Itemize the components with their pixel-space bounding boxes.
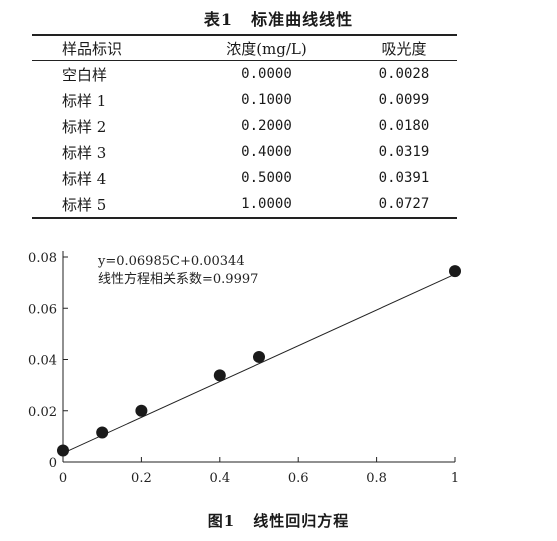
y-tick-label: 0.02 [28, 405, 57, 420]
figure-number: 图1 [207, 512, 236, 530]
table-row: 标样 2 0.2000 0.0180 [32, 113, 457, 139]
cell-concentration: 1.0000 [182, 191, 351, 219]
regression-chart: 0 0.2 0.4 0.6 0.8 1 0 0.02 0.04 0.06 0.08 y=0.06985… [28, 251, 461, 486]
cell-sample-id: 标样 5 [32, 191, 182, 219]
table-row: 标样 3 0.4000 0.0319 [32, 139, 457, 165]
data-point [213, 369, 226, 382]
table-header-row: 样品标识 浓度(mg/L) 吸光度 [32, 35, 457, 61]
data-point [135, 404, 148, 417]
cell-sample-id: 标样 3 [62, 143, 107, 162]
cell-concentration: 0.0000 [241, 66, 292, 82]
x-tick-label: 0.4 [209, 471, 230, 486]
cell-sample-id: 标样 4 [62, 169, 107, 188]
header-concentration: 浓度(mg/L) [182, 35, 351, 61]
cell-concentration: 0.4000 [241, 144, 292, 160]
cell-concentration: 0.2000 [241, 118, 292, 134]
header-absorbance: 吸光度 [350, 35, 457, 61]
cell-sample-id: 标样 1 [62, 91, 107, 110]
equation-annotation: 线性方程相关系数=0.9997 [98, 271, 258, 287]
x-tick-label: 1 [451, 471, 459, 486]
table-row: 空白样 0.0000 0.0028 [32, 61, 457, 88]
fit-line [62, 273, 456, 454]
header-sample-id: 样品标识 [32, 35, 182, 61]
y-tick-label: 0.04 [28, 354, 57, 369]
x-tick-label: 0 [59, 471, 67, 486]
x-tick-label: 0.6 [288, 471, 309, 486]
figure-caption: 图1 线性回归方程 [0, 510, 557, 531]
cell-absorbance: 0.0099 [378, 92, 430, 108]
table-row: 标样 4 0.5000 0.0391 [32, 165, 457, 191]
cell-absorbance: 0.0180 [378, 118, 430, 134]
x-tick-label: 0.2 [131, 471, 152, 486]
table-number: 表1 [203, 10, 234, 29]
equation-annotation: y=0.06985C+0.00344 [97, 254, 245, 269]
figure-caption-text: 线性回归方程 [253, 512, 350, 530]
cell-sample-id: 标样 2 [62, 117, 107, 136]
data-point [449, 265, 461, 278]
data-point [57, 444, 69, 457]
cell-sample-id: 空白样 [62, 65, 108, 84]
cell-absorbance: 0.0319 [378, 144, 430, 160]
data-point [96, 426, 109, 439]
y-tick-label: 0.06 [28, 302, 57, 317]
standard-curve-table: 样品标识 浓度(mg/L) 吸光度 空白样 0.0000 0.0028 标样 1… [32, 34, 457, 219]
y-tick-label: 0.08 [28, 251, 57, 266]
cell-concentration: 0.5000 [241, 170, 292, 186]
table-row: 标样 1 0.1000 0.0099 [32, 87, 457, 113]
table-title-text: 标准曲线线性 [251, 10, 354, 29]
cell-concentration: 0.1000 [241, 92, 292, 108]
cell-absorbance: 0.0391 [378, 170, 430, 186]
table-row: 标样 5 1.0000 0.0727 [32, 191, 457, 219]
y-tick-label: 0 [49, 456, 57, 471]
x-tick-label: 0.8 [366, 471, 387, 486]
data-point [253, 350, 265, 363]
cell-absorbance: 0.0028 [378, 66, 430, 82]
cell-absorbance: 0.0727 [350, 191, 457, 219]
table-title: 表1 标准曲线线性 [0, 6, 557, 30]
